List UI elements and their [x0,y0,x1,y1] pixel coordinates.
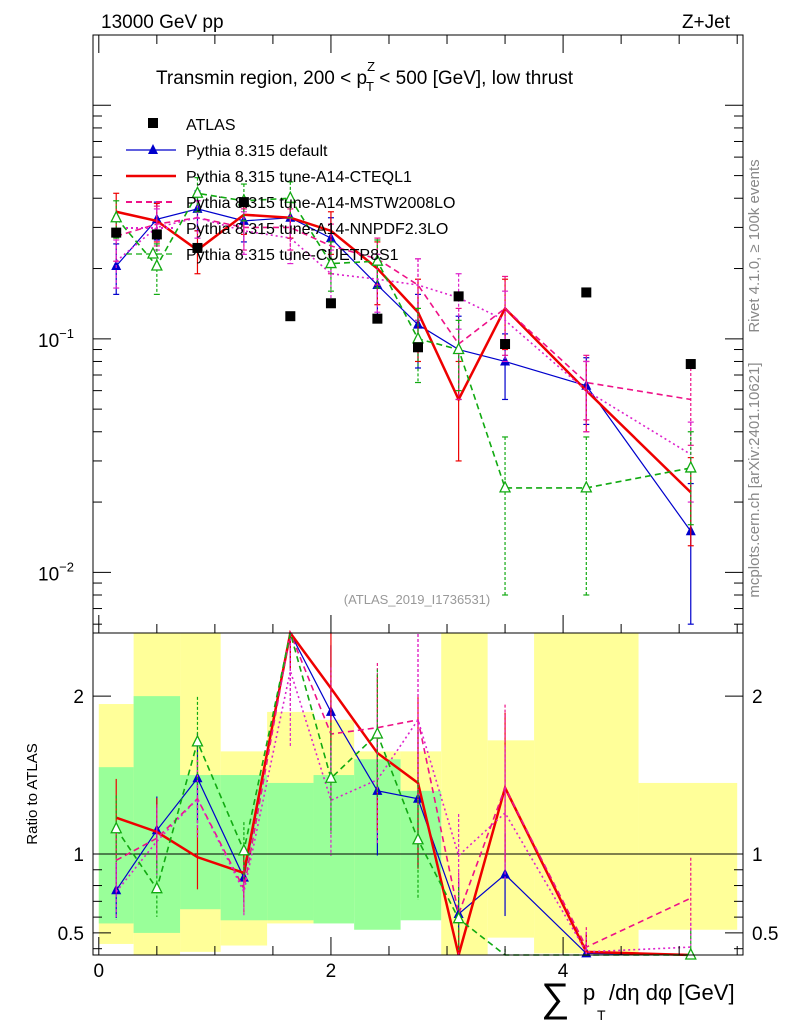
atlas-data-point [413,342,423,353]
legend: ATLAS Pythia 8.315 default Pythia 8.315 … [126,117,455,264]
series-marker-ratio [110,821,123,834]
series-marker-ratio [150,881,163,894]
atlas-data-point [453,291,464,302]
atlas-data-point [325,298,336,309]
atlas-data-point [192,242,203,253]
series-marker-ratio [452,911,465,924]
x-axis-label: ∑ p T /dη dφ [GeV] [541,976,735,1023]
y-tick-label-ratio: 2 [73,687,84,708]
series-marker-ratio [371,726,384,739]
series-line-ratio [115,630,692,949]
atlas-data-point [372,313,383,324]
series-marker-main [580,480,593,493]
legend-label-nnpdf: Pythia 8.315 tune-A14-NNPDF2.3LO [186,221,448,238]
series-marker-main [499,480,512,493]
series-line-main [115,210,692,494]
ratio-y-axis-label: Ratio to ATLAS [24,743,41,844]
x-tick-label: 4 [558,961,569,982]
y-tick-label-main: 10−2 [38,559,74,585]
mc-series-lines [93,177,743,960]
legend-label-cteql1: Pythia 8.315 tune-A14-CTEQL1 [186,169,412,186]
ratio-band-yellow [487,740,535,938]
atlas-data-point [685,359,696,370]
series-marker-main [452,342,465,355]
series-marker-main [284,190,297,203]
y-tick-label-main: 10−1 [38,326,74,352]
series-marker-ratio [237,843,250,856]
y-tick-label-ratio: 0.5 [58,924,84,945]
analysis-watermark: (ATLAS_2019_I1736531) [344,592,490,607]
series-marker-main [324,256,337,269]
y-tick-label-ratio: 1 [73,845,84,866]
ratio-band-green [180,775,221,910]
legend-label-atlas: ATLAS [186,117,236,134]
atlas-data-point [238,197,249,208]
atlas-data-point [500,339,511,350]
axis-ticks: 10−1 10−2 0.5 0.5 1 1 2 2 0 2 4 [38,34,778,982]
series-marker-ratio [411,832,425,845]
ratio-uncertainty-bands [98,633,738,955]
series-line-main [115,208,692,532]
y-tick-label-ratio: 0.5 [752,924,778,945]
legend-marker-cuetp8s1 [146,246,160,259]
legend-label-default: Pythia 8.315 default [186,143,328,160]
y-tick-label-ratio: 2 [752,687,763,708]
x-tick-label: 0 [94,961,105,982]
ratio-band-green [313,775,355,924]
series-line-ratio [115,631,691,956]
legend-label-cuetp8s1: Pythia 8.315 tune-CUETP8S1 [186,247,399,264]
series-marker-main [371,253,384,266]
ratio-band-green [267,782,314,921]
series-marker-ratio [684,947,697,960]
series-marker-main [411,331,425,344]
legend-marker-atlas [148,118,158,128]
x-tick-label: 2 [326,961,337,982]
ratio-frame [92,632,744,956]
atlas-data-point [581,287,592,298]
series-marker-main [191,185,204,198]
atlas-data-point [111,227,122,238]
atlas-data-point [285,311,296,322]
y-tick-label-ratio: 1 [752,845,763,866]
ratio-band-yellow [534,633,639,954]
x-label-p: p [583,980,595,1005]
series-marker-main [150,258,163,271]
chart-title: Transmin region, 200 < pZ T < 500 [GeV], … [156,59,574,94]
legend-label-mstw: Pythia 8.315 tune-A14-MSTW2008LO [186,195,455,212]
legend-marker-default [148,144,158,154]
series-line-main [115,192,691,489]
collision-label: 13000 GeV pp [101,12,224,33]
x-label-sum: ∑ [541,976,570,1020]
series-marker-ratio [324,770,337,783]
ratio-band-yellow [638,782,738,930]
x-label-sub: T [597,1007,606,1023]
x-label-rest: /dη dφ [GeV] [609,980,735,1005]
series-marker-ratio [191,734,204,747]
rivet-version-label: Rivet 4.1.0, ≥ 100k events [746,159,763,332]
series-marker-main [110,210,123,223]
atlas-data-point [151,229,162,240]
series-marker-main [684,460,697,473]
process-label: Z+Jet [682,12,731,33]
series-marker-main [500,355,511,366]
mcplots-source-label: mcplots.cern.ch [arXiv:2401.10621] [746,362,763,597]
